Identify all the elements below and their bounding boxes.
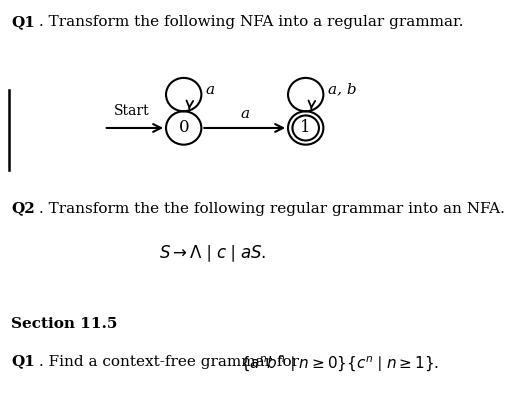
- Text: . Find a context-free grammar for: . Find a context-free grammar for: [39, 355, 303, 368]
- Text: $\{a^nb^n \mid n\geq 0\}\{c^n \mid n\geq 1\}.$: $\{a^nb^n \mid n\geq 0\}\{c^n \mid n\geq…: [241, 355, 440, 374]
- Text: . Transform the the following regular grammar into an NFA.: . Transform the the following regular gr…: [39, 202, 504, 216]
- Text: Start: Start: [114, 104, 150, 118]
- Text: a, b: a, b: [328, 83, 356, 97]
- Text: Q2: Q2: [11, 202, 35, 216]
- Text: a: a: [240, 107, 250, 121]
- Text: Q1: Q1: [11, 355, 35, 368]
- Text: 0: 0: [179, 119, 189, 137]
- Circle shape: [288, 111, 323, 145]
- Text: 1: 1: [300, 119, 311, 137]
- Text: Section 11.5: Section 11.5: [11, 317, 117, 331]
- Text: $S \rightarrow \Lambda \mid c \mid aS.$: $S \rightarrow \Lambda \mid c \mid aS.$: [160, 243, 267, 264]
- Text: Q1: Q1: [11, 15, 35, 29]
- Text: . Transform the following NFA into a regular grammar.: . Transform the following NFA into a reg…: [39, 15, 463, 29]
- Circle shape: [166, 111, 201, 145]
- Text: a: a: [206, 83, 215, 97]
